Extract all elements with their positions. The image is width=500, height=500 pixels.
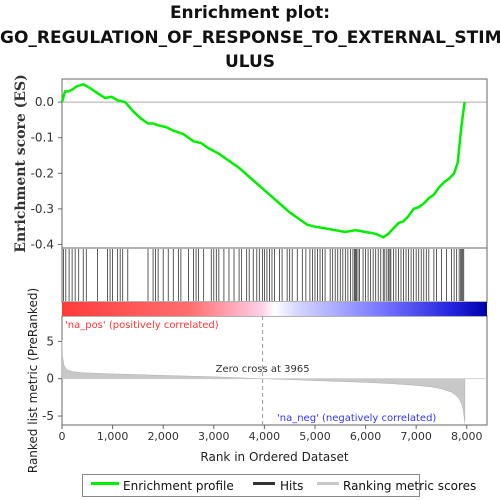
xtick-label-6: 6,000 <box>350 430 382 443</box>
metric-ytick-label-2: -5 <box>42 409 54 423</box>
chart-title-line-1: Enrichment plot: <box>169 3 331 23</box>
xtick-label-8: 8,000 <box>451 430 483 443</box>
metric-ytick-label-1: 0 <box>46 372 54 386</box>
rank-color-bar <box>62 302 487 316</box>
es-series-line <box>60 82 466 239</box>
xtick-label-3: 3,000 <box>198 430 230 443</box>
es-panel-frame <box>61 78 488 249</box>
es-ytick-label-0: 0.0 <box>35 95 54 109</box>
xtick-label-7: 7,000 <box>400 430 432 443</box>
chart-title-line-3: ULUS <box>224 52 276 72</box>
xtick-label-0: 0 <box>59 430 66 443</box>
legend-label-ranking-metric: Ranking metric scores <box>343 479 477 493</box>
xtick-label-2: 2,000 <box>147 430 179 443</box>
es-ylabel: Enrichment score (ES) <box>13 74 29 252</box>
legend-swatch-ranking-metric <box>317 482 339 485</box>
legend-label-enrichment-profile: Enrichment profile <box>123 479 234 493</box>
es-ytick-label-3: -0.3 <box>31 202 54 216</box>
metric-ylabel: Ranked list metric (PreRanked) <box>26 288 40 473</box>
es-ytick-label-4: -0.4 <box>31 237 54 251</box>
metric-ytick-label-0: 5 <box>46 334 54 348</box>
metric-area <box>61 339 466 424</box>
legend: Enrichment profile Hits Ranking metric s… <box>82 474 476 497</box>
xlabel: Rank in Ordered Dataset <box>200 450 348 464</box>
es-ytick-label-1: -0.1 <box>31 131 54 145</box>
legend-swatch-enrichment-profile <box>91 482 119 485</box>
chart-title-line-2: GO_REGULATION_OF_RESPONSE_TO_EXTERNAL_ST… <box>0 28 500 48</box>
zero-cross-label: Zero cross at 3965 <box>216 364 310 375</box>
pos-correlated-label: 'na_pos' (positively correlated) <box>65 320 219 331</box>
neg-correlated-label: 'na_neg' (negatively correlated) <box>277 413 436 424</box>
legend-label-hits: Hits <box>280 479 304 493</box>
metric-panel-frame <box>61 315 488 426</box>
xtick-label-5: 5,000 <box>299 430 331 443</box>
es-ytick-label-2: -0.2 <box>31 166 54 180</box>
xtick-label-1: 1,000 <box>97 430 129 443</box>
legend-swatch-hits <box>253 482 275 485</box>
xtick-label-4: 4,000 <box>249 430 281 443</box>
